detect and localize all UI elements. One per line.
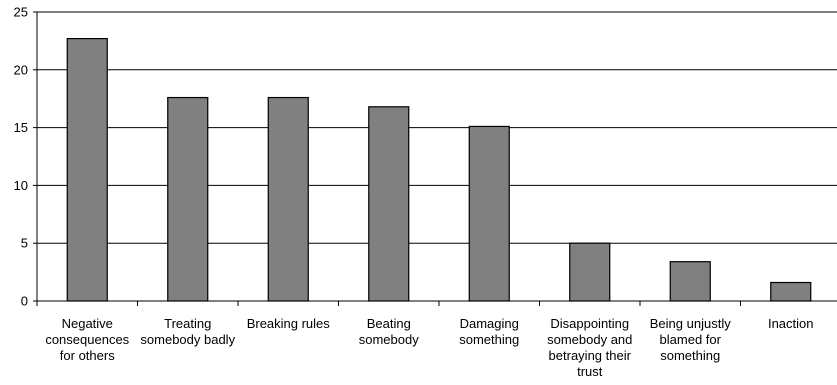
bar: [569, 242, 611, 302]
bar: [770, 281, 812, 302]
x-tick-label: Beating somebody: [359, 316, 419, 347]
x-tick-label-line: Negative: [62, 316, 113, 331]
bar: [167, 96, 209, 302]
y-tick-label: 0: [21, 294, 28, 309]
x-tick-label-line: Inaction: [768, 316, 814, 331]
x-tick-label-line: somebody badly: [140, 332, 235, 347]
x-tick-label-line: blamed for: [660, 332, 722, 347]
x-tick-label-line: something: [660, 348, 720, 363]
x-tick-label-line: Damaging: [460, 316, 519, 331]
bar: [66, 37, 108, 302]
x-tick-label-line: Disappointing: [550, 316, 629, 331]
x-tick-label-line: trust: [577, 364, 603, 379]
bar: [468, 125, 510, 302]
x-tick-label: Negative consequences for others: [45, 316, 129, 363]
bar: [267, 96, 309, 302]
x-tick-label: Breaking rules: [247, 316, 331, 331]
bar: [368, 106, 410, 302]
y-tick-label: 15: [14, 120, 28, 135]
y-tick-label: 10: [14, 178, 28, 193]
y-tick-label: 5: [21, 236, 28, 251]
x-tick-label-line: something: [459, 332, 519, 347]
y-tick-label: 25: [14, 5, 28, 20]
x-tick-label-line: for others: [60, 348, 115, 363]
x-tick-label: Disappointing somebody and betraying their…: [547, 316, 632, 379]
x-tick-label: Treating somebody badly: [140, 316, 235, 347]
x-tick-label-line: somebody and: [547, 332, 632, 347]
bar: [669, 261, 711, 302]
x-tick-label-line: Breaking rules: [247, 316, 331, 331]
y-tick-label: 20: [14, 62, 28, 77]
x-tick-label-line: Beating: [367, 316, 411, 331]
x-tick-label: Being unjustly blamed for something: [650, 316, 731, 363]
x-tick-label-line: betraying their: [549, 348, 632, 363]
x-tick-label: Damaging something: [459, 316, 519, 347]
x-tick-label-line: somebody: [359, 332, 419, 347]
x-tick-label-line: consequences: [45, 332, 129, 347]
x-tick-label: Inaction: [768, 316, 814, 331]
x-tick-label-line: Being unjustly: [650, 316, 731, 331]
x-tick-label-line: Treating: [164, 316, 211, 331]
